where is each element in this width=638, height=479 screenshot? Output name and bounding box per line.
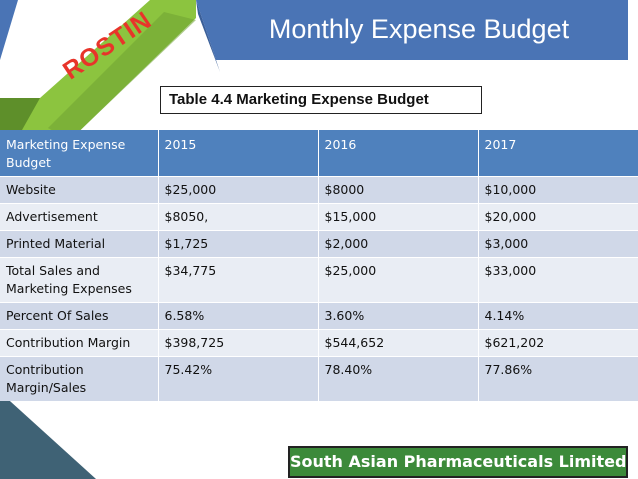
table-cell: $33,000 [478,257,638,303]
table-cell: $3,000 [478,230,638,258]
table-cell: $10,000 [478,176,638,204]
table-row: Website $25,000 $8000 $10,000 [0,176,638,204]
column-header: 2016 [318,130,479,177]
table-cell: $621,202 [478,329,638,357]
row-label: Advertisement [0,203,159,231]
row-label: Total Sales and Marketing Expenses [0,257,159,303]
table-cell: $25,000 [158,176,319,204]
column-header: 2015 [158,130,319,177]
table-cell: 78.40% [318,356,479,401]
column-header: 2017 [478,130,638,177]
table-row: Contribution Margin $398,725 $544,652 $6… [0,329,638,357]
table-cell: 6.58% [158,302,319,330]
table-header-row: Marketing Expense Budget 2015 2016 2017 [0,130,638,177]
table-cell: $15,000 [318,203,479,231]
table-cell: $8000 [318,176,479,204]
row-label: Contribution Margin/Sales [0,356,159,401]
table-row: Advertisement $8050, $15,000 $20,000 [0,203,638,231]
table-cell: $25,000 [318,257,479,303]
table-caption: Table 4.4 Marketing Expense Budget [160,86,482,114]
table-cell: $34,775 [158,257,319,303]
table-cell: 75.42% [158,356,319,401]
corner-swoosh [0,0,18,60]
page-title: Monthly Expense Budget [268,14,570,44]
ribbon-band-shadow [48,12,196,140]
table-cell: 77.86% [478,356,638,401]
teal-corner-triangle [0,392,96,479]
table-cell: 4.14% [478,302,638,330]
company-name-footer: South Asian Pharmaceuticals Limited [288,446,628,478]
table-cell: $20,000 [478,203,638,231]
row-label: Contribution Margin [0,329,159,357]
table-row: Printed Material $1,725 $2,000 $3,000 [0,230,638,258]
title-banner-shape [196,0,628,72]
table-row: Percent Of Sales 6.58% 3.60% 4.14% [0,302,638,330]
title-banner: Monthly Expense Budget [196,0,628,72]
column-header: Marketing Expense Budget [0,130,159,177]
table-cell: 3.60% [318,302,479,330]
table-cell: $1,725 [158,230,319,258]
row-label: Percent Of Sales [0,302,159,330]
table-row: Contribution Margin/Sales 75.42% 78.40% … [0,356,638,401]
ribbon-tip [0,98,40,130]
row-label: Website [0,176,159,204]
budget-table: Marketing Expense Budget 2015 2016 2017 … [0,130,638,401]
table-row: Total Sales and Marketing Expenses $34,7… [0,257,638,303]
row-label: Printed Material [0,230,159,258]
table-cell: $398,725 [158,329,319,357]
table-cell: $8050, [158,203,319,231]
table-cell: $2,000 [318,230,479,258]
table-cell: $544,652 [318,329,479,357]
